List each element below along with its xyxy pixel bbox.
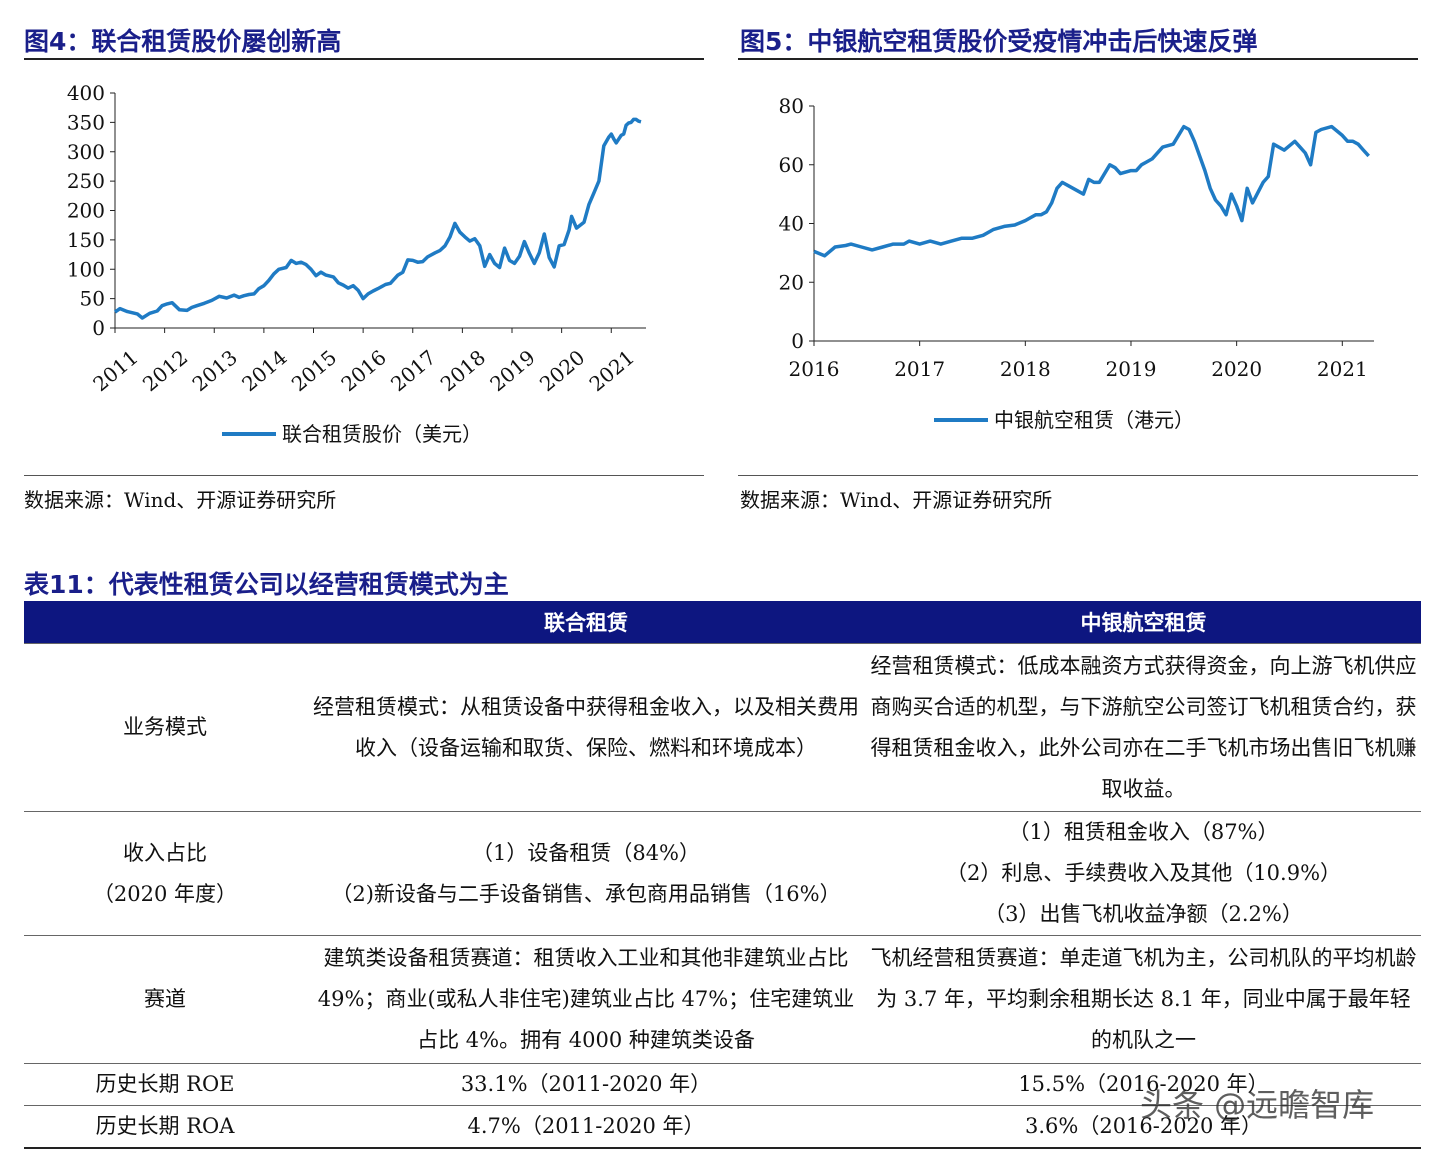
figure-4-title: 图4：联合租赁股价屡创新高 <box>24 27 342 56</box>
table-row: 赛道 建筑类设备租赁赛道：租赁收入工业和其他非建筑业占比 49%；商业(或私人非… <box>24 935 1421 1064</box>
table-11-title: 表11：代表性租赁公司以经营租赁模式为主 <box>24 570 509 599</box>
figure-4-bottom-rule <box>24 475 704 476</box>
row-label-line: （2020 年度） <box>92 881 238 906</box>
cell-united-rentals: 经营租赁模式：从租赁设备中获得租金收入，以及相关费用收入（设备运输和取货、保险、… <box>306 643 866 812</box>
row-label: 收入占比 （2020 年度） <box>24 811 306 936</box>
x-tick-label: 2019 <box>485 345 539 396</box>
legend-label: 中银航空租赁（港元） <box>994 408 1194 432</box>
row-label: 赛道 <box>24 935 306 1064</box>
figure-4-top-rule <box>24 58 704 60</box>
x-tick-label: 2015 <box>287 345 341 396</box>
row-label: 业务模式 <box>24 643 306 812</box>
y-tick-label: 60 <box>779 153 804 177</box>
row-label: 历史长期 ROE <box>24 1063 306 1106</box>
cell-line: （2)新设备与二手设备销售、承包商用品销售（16%） <box>331 881 841 906</box>
cell-line: （1）设备租赁（84%） <box>471 840 701 865</box>
cell-boc-aviation: 3.6%（2016-2020 年） <box>866 1105 1421 1149</box>
x-tick-label: 2021 <box>1317 357 1368 381</box>
cell-united-rentals: （1）设备租赁（84%） （2)新设备与二手设备销售、承包商用品销售（16%） <box>306 811 866 936</box>
y-tick-label: 40 <box>779 212 804 236</box>
cell-boc-aviation: 15.5%（2016-2020 年） <box>866 1063 1421 1106</box>
table-11: 联合租赁 中银航空租赁 业务模式 经营租赁模式：从租赁设备中获得租金收入，以及相… <box>24 601 1421 1149</box>
y-tick-label: 300 <box>67 140 105 164</box>
y-tick-label: 250 <box>67 169 105 193</box>
x-tick-label: 2013 <box>188 345 242 396</box>
cell-line: （2）利息、手续费收入及其他（10.9%） <box>945 861 1342 885</box>
x-tick-label: 2011 <box>88 345 142 396</box>
y-tick-label: 0 <box>791 329 804 353</box>
header-boc-aviation: 中银航空租赁 <box>866 601 1421 644</box>
figure-4-chart: 0 50 100 150 200 250 300 350 400 2011201220132014… <box>67 81 646 446</box>
y-tick-label: 350 <box>67 110 105 134</box>
header-united-rentals: 联合租赁 <box>306 601 866 644</box>
y-tick-label: 200 <box>67 199 105 223</box>
price-series-line <box>113 117 642 320</box>
table-row: 业务模式 经营租赁模式：从租赁设备中获得租金收入，以及相关费用收入（设备运输和取… <box>24 643 1421 812</box>
y-tick-label: 0 <box>92 316 105 340</box>
figure-5-source: 数据来源：Wind、开源证券研究所 <box>740 488 1053 512</box>
y-tick-label: 50 <box>80 287 105 311</box>
x-tick-label: 2017 <box>894 357 945 381</box>
table-row: 历史长期 ROE 33.1%（2011-2020 年） 15.5%（2016-2… <box>24 1063 1421 1106</box>
figure-5-top-rule <box>738 58 1418 60</box>
y-tick-label: 80 <box>779 94 804 118</box>
figure-4-source: 数据来源：Wind、开源证券研究所 <box>24 488 337 512</box>
table-row: 历史长期 ROA 4.7%（2011-2020 年） 3.6%（2016-202… <box>24 1105 1421 1149</box>
cell-boc-aviation: 经营租赁模式：低成本融资方式获得资金，向上游飞机供应商购买合适的机型，与下游航空… <box>866 643 1421 812</box>
watermark: 头条 @远瞻智库 <box>1140 1086 1375 1124</box>
row-label-line: 收入占比 <box>123 840 207 865</box>
x-tick-label: 2017 <box>386 345 440 396</box>
y-tick-label: 20 <box>779 270 804 294</box>
figure-5-chart: 0 20 40 60 80 2016 2017 2018 2019 2020 2021 中银航空租赁（… <box>779 94 1374 432</box>
header-empty <box>24 601 306 644</box>
x-tick-label: 2019 <box>1106 357 1157 381</box>
y-tick-label: 400 <box>67 81 105 105</box>
cell-united-rentals: 33.1%（2011-2020 年） <box>306 1063 866 1106</box>
y-tick-label: 100 <box>67 257 105 281</box>
x-tick-label: 2016 <box>336 345 390 396</box>
x-tick-label: 2020 <box>1211 357 1262 381</box>
x-tick-label: 2014 <box>237 345 291 396</box>
cell-boc-aviation: 飞机经营租赁赛道：单走道飞机为主，公司机队的平均机龄为 3.7 年，平均剩余租期… <box>866 935 1421 1064</box>
table-header-row: 联合租赁 中银航空租赁 <box>24 601 1421 644</box>
cell-line: （3）出售飞机收益净额（2.2%） <box>984 902 1303 926</box>
legend-label: 联合租赁股价（美元） <box>282 422 482 446</box>
x-tick-label: 2020 <box>535 345 589 396</box>
table-row: 收入占比 （2020 年度） （1）设备租赁（84%） （2)新设备与二手设备销… <box>24 811 1421 936</box>
x-tick-label: 2018 <box>436 345 490 396</box>
y-tick-label: 150 <box>67 228 105 252</box>
figure-5-bottom-rule <box>738 475 1418 476</box>
cell-united-rentals: 建筑类设备租赁赛道：租赁收入工业和其他非建筑业占比 49%；商业(或私人非住宅)… <box>306 935 866 1064</box>
row-label: 历史长期 ROA <box>24 1105 306 1149</box>
cell-boc-aviation: （1）租赁租金收入（87%） （2）利息、手续费收入及其他（10.9%） （3）… <box>866 811 1421 936</box>
cell-line: （1）租赁租金收入（87%） <box>1008 820 1279 844</box>
x-tick-label: 2018 <box>1000 357 1051 381</box>
cell-united-rentals: 4.7%（2011-2020 年） <box>306 1105 866 1149</box>
figure-5-title: 图5：中银航空租赁股价受疫情冲击后快速反弹 <box>740 27 1258 56</box>
x-tick-label: 2016 <box>789 357 840 381</box>
price-series-line <box>813 124 1370 258</box>
x-tick-label: 2021 <box>585 345 639 396</box>
x-tick-label: 2012 <box>138 345 192 396</box>
